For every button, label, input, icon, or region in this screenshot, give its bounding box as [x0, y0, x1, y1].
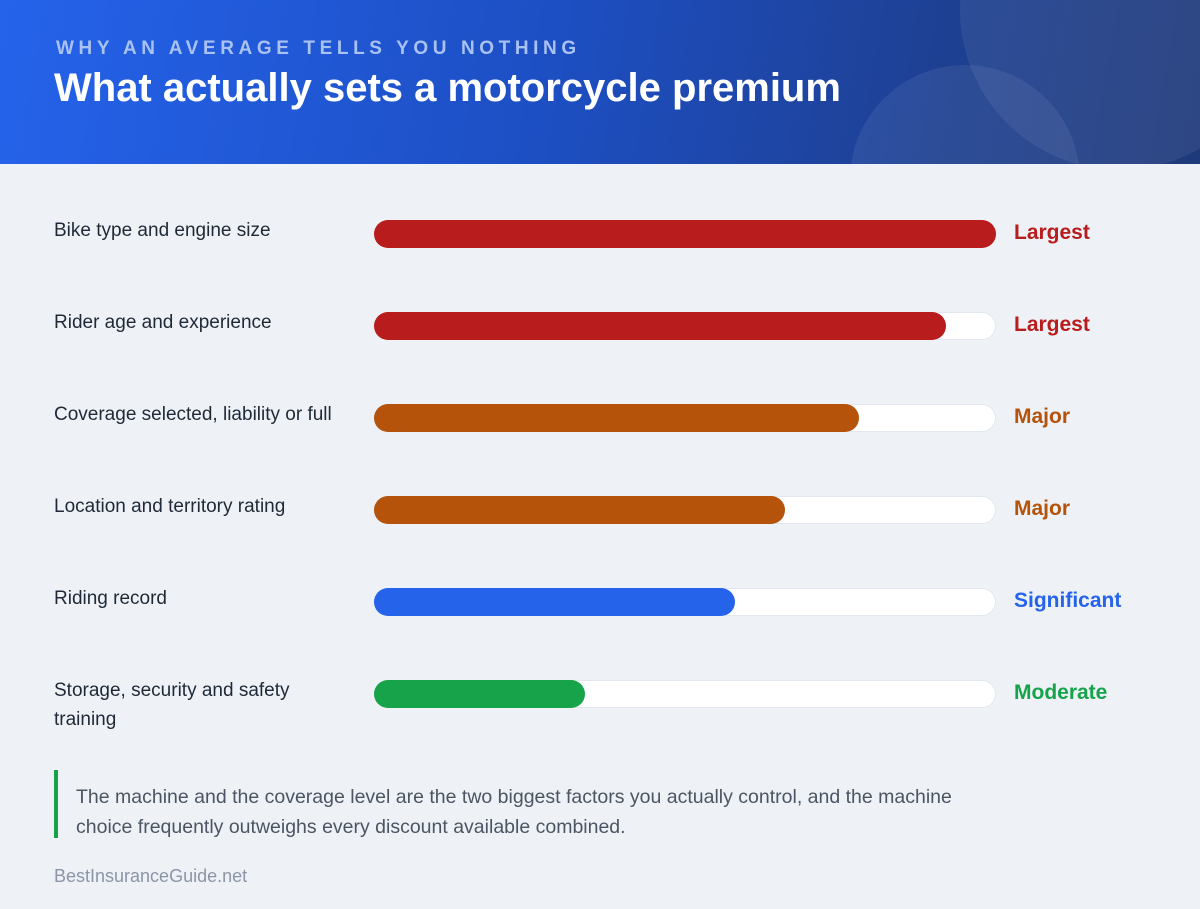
factor-label: Coverage selected, liability or full	[54, 404, 332, 425]
impact-level-label: Largest	[1014, 313, 1090, 336]
factor-row: Coverage selected, liability or full Majo…	[0, 400, 1200, 480]
header-banner: WHY AN AVERAGE TELLS YOU NOTHING What ac…	[0, 0, 1200, 164]
impact-level-label: Major	[1014, 405, 1071, 428]
bar-fill	[374, 496, 785, 524]
bar-fill	[374, 588, 735, 616]
factor-row: Bike type and engine size Largest	[0, 216, 1200, 296]
page-title: What actually sets a motorcycle premium	[54, 66, 841, 110]
kicker-text: WHY AN AVERAGE TELLS YOU NOTHING	[56, 38, 581, 59]
callout-text: The machine and the coverage level are t…	[76, 786, 952, 838]
bar-fill	[374, 220, 996, 248]
bar-fill	[374, 680, 585, 708]
impact-level-label: Largest	[1014, 221, 1090, 244]
factor-label: Riding record	[54, 588, 167, 609]
factor-row: Rider age and experience Largest	[0, 308, 1200, 388]
bar-track	[374, 312, 996, 340]
factor-row: Location and territory rating Major	[0, 492, 1200, 572]
bar-track	[374, 680, 996, 708]
factor-label: Storage, security and safety training	[54, 680, 290, 730]
factor-label: Location and territory rating	[54, 496, 286, 517]
callout-note: The machine and the coverage level are t…	[54, 770, 954, 838]
factor-row: Riding record Significant	[0, 584, 1200, 664]
impact-level-label: Major	[1014, 497, 1071, 520]
impact-level-label: Moderate	[1014, 681, 1108, 704]
source-credit: BestInsuranceGuide.net	[54, 866, 248, 886]
factor-label: Bike type and engine size	[54, 220, 271, 241]
bar-fill	[374, 404, 859, 432]
factor-label: Rider age and experience	[54, 312, 272, 333]
bar-track	[374, 404, 996, 432]
bar-track	[374, 588, 996, 616]
bar-track	[374, 496, 996, 524]
impact-level-label: Significant	[1014, 589, 1122, 612]
bar-fill	[374, 312, 946, 340]
bar-track	[374, 220, 996, 248]
factor-row: Storage, security and safety training Mod…	[0, 676, 1200, 756]
